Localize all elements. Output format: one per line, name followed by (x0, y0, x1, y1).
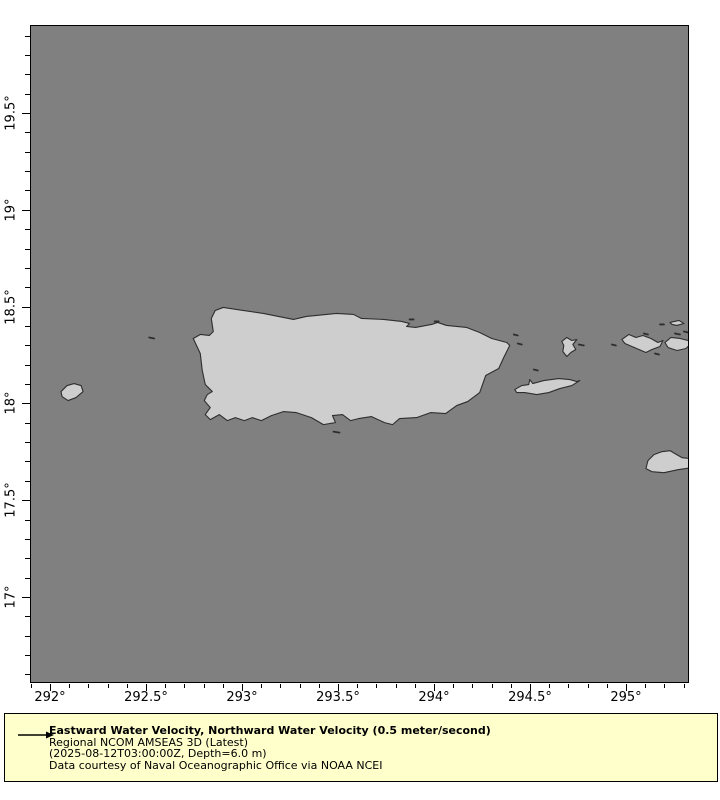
x-tick-label: 292.5° (124, 690, 168, 705)
map-plot (30, 25, 689, 683)
x-minor-tick (510, 684, 512, 688)
islet-mark (148, 336, 156, 340)
landmass-mona (60, 382, 84, 402)
x-tick-label: 293° (226, 690, 258, 705)
x-minor-tick (587, 684, 589, 688)
x-minor-tick (299, 684, 301, 688)
x-minor-tick (69, 684, 71, 688)
x-minor-tick (376, 684, 378, 688)
islet-mark (643, 332, 649, 336)
legend-model-line: Regional NCOM AMSEAS 3D (Latest) (49, 735, 248, 749)
x-minor-tick (491, 684, 493, 688)
x-major-tick (50, 684, 51, 691)
landmass-st-thomas (621, 333, 664, 354)
x-minor-tick (222, 684, 224, 688)
x-minor-tick (30, 684, 32, 688)
islet-mark (674, 332, 681, 336)
legend-title: Eastward Water Velocity, Northward Water… (49, 724, 491, 737)
x-minor-tick (645, 684, 647, 688)
x-minor-tick (568, 684, 570, 688)
x-tick-label: 295° (610, 690, 642, 705)
x-minor-tick (88, 684, 90, 688)
x-minor-tick (107, 684, 109, 688)
y-major-tick (22, 403, 30, 405)
x-tick-label: 294.5° (508, 690, 552, 705)
landmass-north-cay (669, 319, 685, 327)
y-tick-label: 17° (3, 585, 19, 609)
x-minor-tick (395, 684, 397, 688)
y-major-tick (22, 597, 30, 598)
landmass-st-john (664, 336, 688, 352)
x-major-tick (146, 684, 147, 691)
x-major-tick (242, 684, 243, 691)
landmass-st-croix (645, 450, 688, 474)
x-minor-tick (606, 684, 608, 688)
x-minor-tick (318, 684, 320, 688)
legend-text-block: Eastward Water Velocity, Northward Water… (49, 725, 491, 771)
x-minor-tick (357, 684, 359, 688)
islet-mark (512, 333, 519, 337)
y-major-tick (22, 500, 30, 502)
x-minor-tick (261, 684, 263, 688)
legend-box: Eastward Water Velocity, Northward Water… (4, 713, 718, 782)
islet-mark (654, 352, 660, 356)
x-minor-tick (165, 684, 167, 688)
x-major-tick (338, 684, 339, 691)
y-tick-label: 18.5° (3, 288, 19, 325)
islet-mark (577, 343, 585, 347)
y-tick-label: 18° (3, 391, 19, 415)
x-minor-tick (549, 684, 551, 688)
islet-mark (516, 342, 523, 346)
x-major-tick (530, 684, 531, 691)
y-major-tick (22, 209, 30, 211)
x-minor-tick (664, 684, 666, 688)
x-minor-tick (453, 684, 455, 688)
x-tick-label: 292° (34, 690, 66, 705)
x-major-tick (434, 684, 435, 691)
velocity-vector-arrow-icon (18, 731, 54, 739)
x-tick-label: 293.5° (316, 690, 360, 705)
x-minor-tick (280, 684, 282, 688)
y-tick-label: 19.5° (3, 95, 19, 131)
islet-mark (332, 430, 341, 434)
legend-credit-line: Data courtesy of Naval Oceanographic Off… (49, 758, 383, 772)
x-minor-tick (414, 684, 416, 688)
islet-mark (610, 343, 617, 347)
x-minor-tick (683, 684, 685, 688)
x-major-tick (626, 684, 627, 691)
legend-timestamp-line: (2025-08-12T03:00:00Z, Depth=6.0 m) (49, 747, 267, 761)
y-tick-label: 19° (3, 198, 19, 222)
landmass-vieques (514, 377, 581, 396)
x-minor-tick (472, 684, 474, 688)
x-tick-label: 294° (418, 690, 450, 705)
landmass-culebra (561, 336, 578, 358)
islet-mark (532, 368, 539, 372)
map-svg (60, 306, 688, 474)
y-tick-label: 17.5° (3, 482, 19, 518)
y-major-tick (22, 113, 30, 114)
y-major-tick (22, 306, 30, 308)
landmass-puerto-rico (192, 306, 511, 426)
islet-mark (683, 330, 688, 334)
x-minor-tick (184, 684, 186, 688)
x-minor-tick (126, 684, 128, 688)
x-minor-tick (203, 684, 205, 688)
